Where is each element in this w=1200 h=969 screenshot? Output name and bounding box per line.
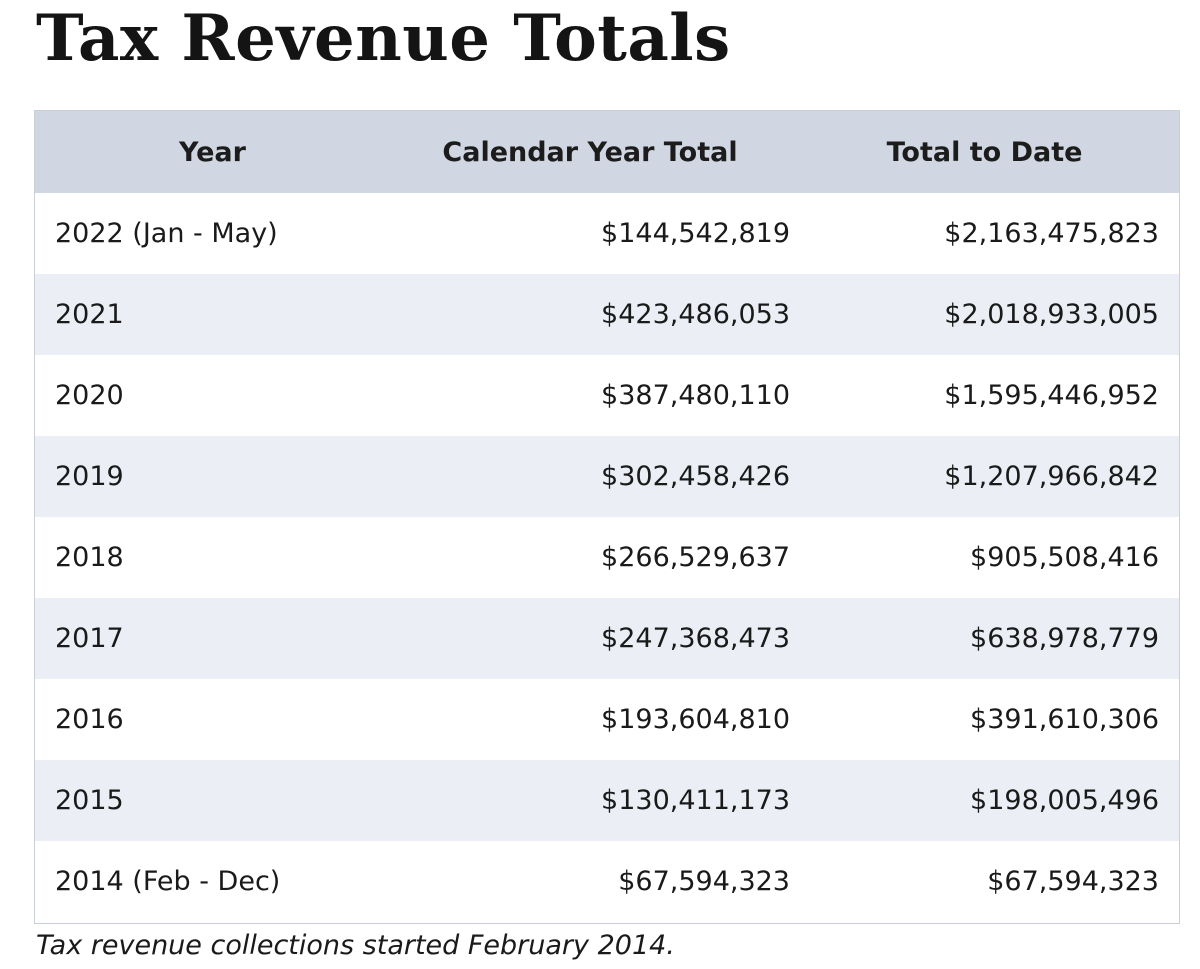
calendar-year-total-cell: $302,458,426 — [601, 461, 790, 492]
calendar-year-total-cell: $144,542,819 — [601, 218, 790, 249]
column-header-calendar-year-total: Calendar Year Total — [442, 136, 738, 168]
table-header: Year Calendar Year Total Total to Date — [35, 111, 1179, 193]
table-row: 2020 $387,480,110 $1,595,446,952 — [35, 355, 1179, 436]
year-cell: 2017 — [55, 623, 124, 654]
footnote: Tax revenue collections started February… — [36, 930, 675, 961]
year-cell: 2014 (Feb - Dec) — [55, 866, 281, 897]
tax-revenue-table-container: Year Calendar Year Total Total to Date 2… — [34, 110, 1180, 924]
total-to-date-cell: $2,018,933,005 — [944, 299, 1159, 330]
year-cell: 2021 — [55, 299, 124, 330]
year-cell: 2022 (Jan - May) — [55, 218, 278, 249]
table-body: 2022 (Jan - May) $144,542,819 $2,163,475… — [35, 193, 1179, 922]
year-cell: 2018 — [55, 542, 124, 573]
tax-revenue-table: Year Calendar Year Total Total to Date 2… — [35, 111, 1179, 922]
calendar-year-total-cell: $193,604,810 — [601, 704, 790, 735]
calendar-year-total-cell: $247,368,473 — [601, 623, 790, 654]
table-row: 2019 $302,458,426 $1,207,966,842 — [35, 436, 1179, 517]
total-to-date-cell: $638,978,779 — [970, 623, 1159, 654]
calendar-year-total-cell: $130,411,173 — [601, 785, 790, 816]
total-to-date-cell: $67,594,323 — [987, 866, 1159, 897]
table-row: 2014 (Feb - Dec) $67,594,323 $67,594,323 — [35, 841, 1179, 922]
total-to-date-cell: $2,163,475,823 — [944, 218, 1159, 249]
table-row: 2018 $266,529,637 $905,508,416 — [35, 517, 1179, 598]
total-to-date-cell: $391,610,306 — [970, 704, 1159, 735]
table-row: 2015 $130,411,173 $198,005,496 — [35, 760, 1179, 841]
year-cell: 2019 — [55, 461, 124, 492]
table-header-row: Year Calendar Year Total Total to Date — [35, 111, 1179, 193]
table-row: 2022 (Jan - May) $144,542,819 $2,163,475… — [35, 193, 1179, 274]
column-header-total-to-date: Total to Date — [886, 136, 1083, 168]
total-to-date-cell: $198,005,496 — [970, 785, 1159, 816]
year-cell: 2015 — [55, 785, 124, 816]
table-row: 2021 $423,486,053 $2,018,933,005 — [35, 274, 1179, 355]
year-cell: 2016 — [55, 704, 124, 735]
total-to-date-cell: $1,595,446,952 — [944, 380, 1159, 411]
column-header-year: Year — [179, 136, 246, 168]
calendar-year-total-cell: $387,480,110 — [601, 380, 790, 411]
table-row: 2016 $193,604,810 $391,610,306 — [35, 679, 1179, 760]
table-row: 2017 $247,368,473 $638,978,779 — [35, 598, 1179, 679]
calendar-year-total-cell: $67,594,323 — [618, 866, 790, 897]
calendar-year-total-cell: $266,529,637 — [601, 542, 790, 573]
calendar-year-total-cell: $423,486,053 — [601, 299, 790, 330]
page-title: Tax Revenue Totals — [36, 1, 731, 76]
year-cell: 2020 — [55, 380, 124, 411]
total-to-date-cell: $905,508,416 — [970, 542, 1159, 573]
total-to-date-cell: $1,207,966,842 — [944, 461, 1159, 492]
